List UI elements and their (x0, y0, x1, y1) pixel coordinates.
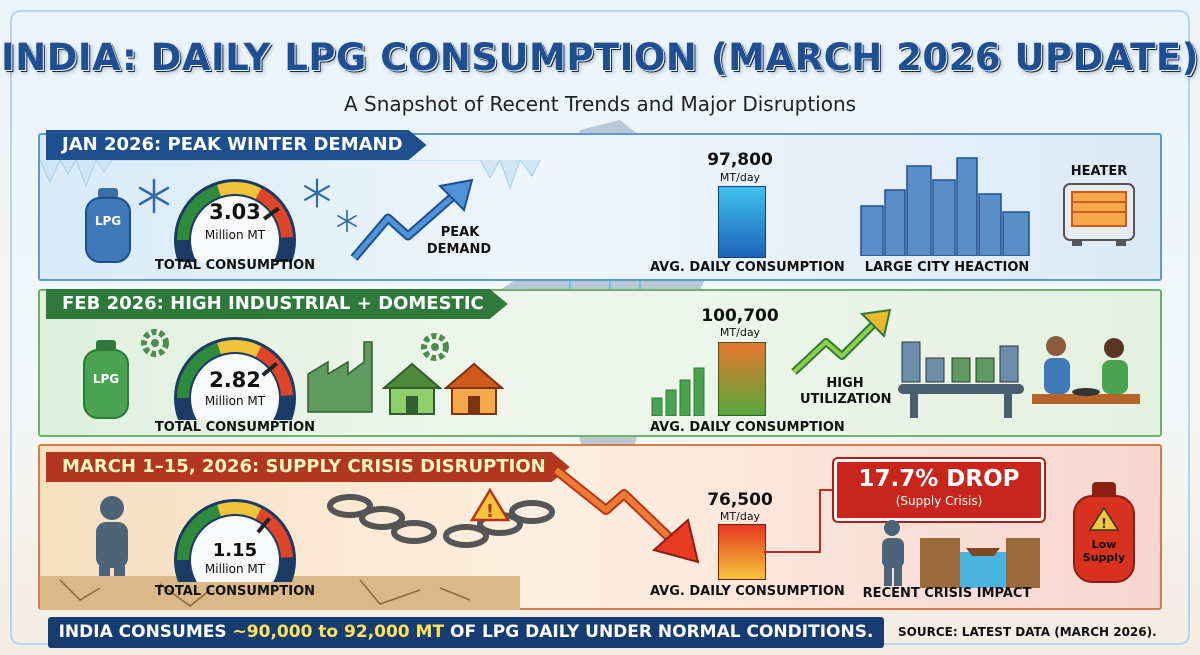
jan-daily-bar (718, 186, 766, 258)
feb-gauge-value: 2.82 (209, 368, 261, 392)
march-decline-arrow (552, 466, 700, 564)
crisis-impact-label: RECENT CRISIS IMPACT (862, 586, 1032, 601)
march-total-consumption-label: TOTAL CONSUMPTION (154, 584, 316, 599)
heater-icon (1063, 183, 1135, 246)
house-icon (444, 362, 504, 415)
drop-note: (Supply Crisis) (895, 494, 983, 508)
jan-icicles-decoration (40, 160, 541, 190)
gauge-segment (177, 504, 222, 561)
gauge-face (191, 516, 279, 582)
cooking-people-icon (1032, 336, 1140, 404)
snowflake-icon (337, 209, 357, 233)
march-section-tag: MARCH 1–15, 2026: SUPPLY CRISIS DISRUPTI… (46, 452, 570, 482)
march-daily-bar (718, 524, 766, 580)
feb-lpg-cylinder-icon (83, 340, 129, 419)
feb-utilization-arrow (791, 308, 892, 375)
gauge-segment (255, 508, 293, 558)
jan-daily-value: 97,800 (707, 150, 773, 170)
feb-section-tag: FEB 2026: HIGH INDUSTRIAL + DOMESTIC (46, 289, 508, 319)
gear-icon (421, 333, 449, 361)
gauge-needle (261, 362, 278, 377)
snowflake-icon (138, 178, 170, 214)
heater-label: HEATER (1070, 164, 1128, 179)
page-subtitle: A Snapshot of Recent Trends and Major Di… (343, 92, 857, 116)
gauge-segment (177, 184, 222, 241)
march-gauge-unit: Million MT (204, 562, 266, 576)
footer-text-2: OF LPG DAILY UNDER NORMAL CONDITIONS. (444, 622, 874, 642)
jan-gauge-unit: Million MT (204, 228, 266, 242)
jan-total-consumption-label: TOTAL CONSUMPTION (154, 258, 316, 273)
jan-lpg-cylinder-icon (85, 188, 131, 263)
feb-daily-bar (718, 342, 766, 416)
drop-badge: 17.7% DROP (Supply Crisis) (834, 459, 1044, 521)
feb-cylinder-label: LPG (92, 372, 120, 386)
low-supply-label: Low Supply (1082, 538, 1126, 564)
page-title: INDIA: DAILY LPG CONSUMPTION (MARCH 2026… (0, 36, 1200, 79)
gauge-needle (256, 517, 271, 534)
drop-value: 17.7% DROP (858, 466, 1020, 492)
house-icon (382, 362, 442, 415)
gear-icon (141, 329, 169, 357)
gauge-face (191, 354, 279, 420)
gauge-needle (262, 206, 280, 221)
factory-icon (307, 341, 373, 413)
feb-util-label-2: UTILIZATION (800, 392, 892, 407)
feb-total-consumption-label: TOTAL CONSUMPTION (154, 420, 316, 435)
jan-daily-label: AVG. DAILY CONSUMPTION (650, 260, 845, 275)
jan-consumption-gauge (174, 179, 296, 262)
footer-text-1: INDIA CONSUMES (58, 622, 233, 642)
feb-util-label-1: HIGH (826, 376, 864, 391)
gauge-segment (217, 502, 262, 520)
march-consumption-gauge (174, 499, 296, 582)
footer-banner: INDIA CONSUMES ~90,000 to 92,000 MT OF L… (48, 617, 884, 648)
gauge-segment (217, 340, 262, 358)
march-daily-unit: MT/day (719, 510, 761, 523)
city-label: LARGE CITY HEACTION (864, 260, 1030, 275)
source-note: SOURCE: LATEST DATA (MARCH 2026). (898, 625, 1157, 639)
gauge-face (191, 196, 279, 262)
jan-daily-unit: MT/day (719, 171, 761, 184)
feb-daily-value: 100,700 (701, 306, 779, 326)
footer-highlight: ~90,000 to 92,000 MT (232, 622, 445, 642)
feb-growth-bars-icon (651, 367, 705, 416)
low-supply-cylinder-icon: ! (1073, 482, 1135, 583)
snowflake-icon (304, 178, 330, 208)
factory-conveyor-icon (898, 341, 1024, 418)
feb-daily-label: AVG. DAILY CONSUMPTION (650, 420, 845, 435)
feb-consumption-gauge (174, 337, 296, 420)
gauge-segment (217, 182, 262, 200)
jan-peak-label-2: DEMAND (426, 242, 492, 257)
city-skyline-icon (860, 157, 1030, 256)
jan-gauge-value: 3.03 (209, 200, 261, 224)
march-gauge-value: 1.15 (212, 540, 258, 561)
svg-text:!: ! (486, 501, 494, 522)
jan-cylinder-label: LPG (94, 214, 122, 228)
jan-peak-label-1: PEAK (440, 225, 480, 240)
footer-text: INDIA CONSUMES ~90,000 to 92,000 MT OF L… (48, 622, 884, 642)
gauge-segment (255, 346, 293, 396)
gauge-segment (177, 342, 222, 399)
broken-chain-icon: ! (327, 488, 555, 548)
jan-peak-trend-arrow (350, 178, 474, 261)
feb-gauge-unit: Million MT (204, 394, 266, 408)
march-daily-value: 76,500 (707, 490, 773, 510)
crisis-impact-scene (882, 520, 1040, 588)
jan-section-tag: JAN 2026: PEAK WINTER DEMAND (46, 130, 427, 160)
feb-daily-unit: MT/day (719, 326, 761, 339)
gauge-segment (255, 188, 293, 238)
march-daily-label: AVG. DAILY CONSUMPTION (650, 584, 845, 599)
svg-text:!: ! (1101, 517, 1107, 532)
drop-connector-line (764, 489, 836, 553)
